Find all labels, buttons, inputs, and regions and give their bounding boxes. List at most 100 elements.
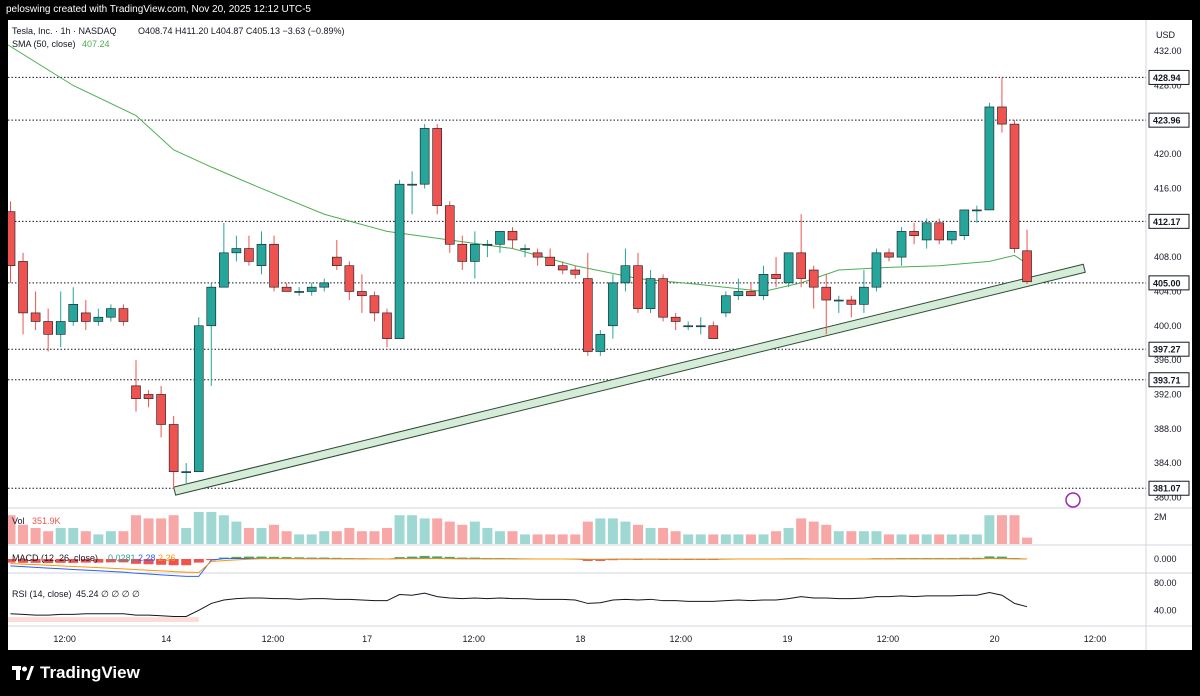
- macd-histogram-bar: [407, 556, 418, 559]
- candle-body: [946, 231, 957, 241]
- volume-bar: [382, 528, 392, 544]
- candle-body: [219, 252, 229, 288]
- candle-body: [143, 394, 154, 400]
- replay-icon: [1065, 492, 1081, 508]
- volume-bar: [131, 515, 141, 544]
- volume-bar: [833, 531, 844, 544]
- volume-bar: [758, 534, 769, 544]
- volume-bar: [996, 515, 1007, 544]
- candle-body: [495, 231, 505, 245]
- creator-line: peloswing created with TradingView.com, …: [6, 4, 311, 15]
- price-tick-label: 380.00: [1154, 492, 1182, 502]
- volume-bar: [808, 521, 819, 544]
- sma-value: 407.24: [82, 39, 110, 49]
- candle-body: [507, 231, 518, 241]
- volume-bar: [269, 524, 280, 544]
- candle-body: [482, 243, 493, 246]
- time-axis-label: 20: [990, 634, 1000, 644]
- volume-label: Vol: [12, 516, 25, 526]
- macd-histogram-bar: [156, 559, 167, 565]
- volume-bar: [607, 518, 618, 544]
- volume-bar: [356, 531, 367, 544]
- candle-body: [68, 304, 79, 322]
- macd-histogram-bar: [105, 559, 116, 563]
- candle-body: [884, 252, 894, 258]
- candle-body: [959, 209, 970, 236]
- level-label-box: [1148, 213, 1190, 229]
- macd-histogram-bar: [168, 559, 179, 566]
- chart-area[interactable]: 432.00428.00424.00420.00416.00412.00408.…: [8, 20, 1192, 650]
- volume-value: 351.9K: [32, 516, 61, 526]
- price-tick-label: 400.00: [1154, 321, 1182, 331]
- candle-body: [382, 312, 392, 339]
- volume-bar: [419, 518, 430, 544]
- time-axis-label: 12:00: [53, 634, 76, 644]
- volume-bar: [633, 524, 643, 544]
- macd-histogram-bar: [18, 559, 29, 563]
- volume-bar: [946, 534, 957, 544]
- candle-body: [746, 291, 756, 297]
- candle-body: [407, 183, 417, 186]
- candle-body: [695, 325, 706, 328]
- volume-bar: [319, 531, 330, 544]
- volume-bar: [670, 531, 681, 544]
- volume-bar: [168, 515, 179, 544]
- candle-body: [921, 222, 932, 241]
- volume-bar: [494, 531, 505, 544]
- ohlc-values: O408.74 H411.20 L404.87 C405.13 −3.63 (−…: [138, 26, 345, 36]
- candle-body: [771, 273, 781, 279]
- macd-histogram-bar: [419, 555, 430, 559]
- candle-body: [984, 106, 995, 211]
- volume-bar: [971, 534, 982, 544]
- volume-bar: [858, 531, 869, 544]
- volume-bar: [934, 534, 945, 544]
- price-tick-label: 404.00: [1154, 286, 1182, 296]
- level-label-box: [1148, 69, 1190, 85]
- volume-bar: [30, 528, 41, 544]
- macd-value: 0.0281: [108, 553, 136, 563]
- volume-bar: [432, 518, 443, 544]
- volume-bar: [306, 534, 317, 544]
- candle-body: [419, 128, 430, 185]
- volume-bar: [469, 521, 480, 544]
- candle-body: [168, 424, 179, 472]
- volume-bar: [796, 518, 807, 544]
- volume-bar: [344, 528, 355, 544]
- macd-histogram-bar: [8, 559, 16, 563]
- macd-histogram-bar: [181, 559, 192, 566]
- candle-body: [81, 312, 91, 322]
- macd-histogram-bar: [93, 559, 104, 563]
- candle-body: [545, 256, 555, 267]
- candle-body: [357, 291, 367, 297]
- rsi-values: 45.24 ∅ ∅ ∅ ∅: [76, 589, 140, 599]
- volume-bar: [909, 534, 920, 544]
- candle-body: [608, 282, 618, 327]
- candle-body: [721, 295, 731, 314]
- candle-body: [106, 308, 116, 318]
- candle-body: [369, 295, 380, 314]
- price-tick-label: 420.00: [1154, 149, 1182, 159]
- volume-bar: [156, 518, 167, 544]
- level-label-box: [1148, 480, 1190, 496]
- volume-bar: [43, 531, 54, 544]
- chart-svg[interactable]: 432.00428.00424.00420.00416.00412.00408.…: [8, 20, 1192, 650]
- volume-bar: [68, 528, 79, 544]
- volume-bar: [532, 534, 543, 544]
- candle-body: [206, 286, 217, 327]
- macd-histogram-bar: [30, 559, 41, 563]
- macd-histogram-bar: [243, 556, 254, 559]
- volume-bar: [570, 534, 581, 544]
- level-label-box: [1148, 372, 1190, 388]
- volume-bar: [896, 534, 907, 544]
- price-tick-label: 392.00: [1154, 389, 1182, 399]
- candle-body: [570, 269, 581, 275]
- volume-tick-label: 2M: [1154, 512, 1167, 522]
- time-axis-label: 19: [782, 634, 792, 644]
- currency-label: USD: [1156, 30, 1176, 40]
- macd-histogram-bar: [118, 559, 129, 563]
- time-axis-label: 12:00: [1084, 634, 1107, 644]
- volume-bar: [658, 528, 669, 544]
- volume-bar: [105, 531, 116, 544]
- symbol-label: Tesla, Inc. · 1h · NASDAQ: [12, 26, 117, 36]
